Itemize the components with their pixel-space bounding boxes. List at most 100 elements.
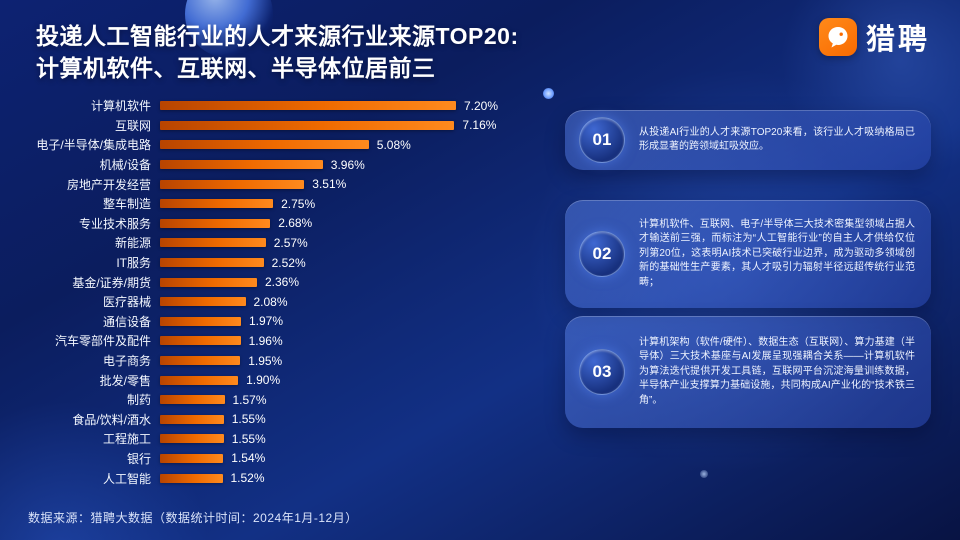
value-label: 1.54% <box>231 451 266 466</box>
bar-track: 1.95% <box>160 354 548 368</box>
category-label: 医疗器械 <box>102 295 151 310</box>
bar <box>160 258 264 268</box>
bar-chart-rows: 计算机软件 7.20% 互联网 7.16% 电子/半导体/集成电路 5.08% 机械/设备 3… <box>28 96 548 488</box>
chart-row: 通信设备 1.97% <box>28 312 548 332</box>
chart-row: 电子/半导体/集成电路 5.08% <box>28 135 548 155</box>
value-label: 1.97% <box>249 314 284 329</box>
bokeh-dot <box>700 470 708 478</box>
bar-track: 1.90% <box>160 373 548 387</box>
chart-row: 机械/设备 3.96% <box>28 155 548 175</box>
value-label: 1.55% <box>231 412 266 427</box>
card-number-badge: 02 <box>579 231 625 277</box>
value-label: 2.08% <box>253 294 288 309</box>
category-label: 通信设备 <box>102 314 151 329</box>
bar <box>160 453 224 463</box>
chart-row: 银行 1.54% <box>28 449 548 469</box>
insight-card-1: 01 从投递AI行业的人才来源TOP20来看，该行业人才吸纳格局已形成显著的跨领… <box>565 110 931 170</box>
chart-row: 计算机软件 7.20% <box>28 96 548 116</box>
liepin-logo-icon <box>818 18 857 56</box>
page-title-line2: 计算机软件、互联网、半导体位居前三 <box>36 55 436 81</box>
bar <box>160 414 224 424</box>
bar <box>160 277 257 287</box>
chart-row: 互联网 7.16% <box>28 116 548 136</box>
chart-row: 房地产开发经营 3.51% <box>28 174 548 194</box>
bar <box>160 140 369 150</box>
value-label: 1.57% <box>232 392 267 407</box>
chart-row: 食品/饮料/酒水 1.55% <box>28 410 548 430</box>
category-label: 银行 <box>126 451 151 466</box>
category-label: 房地产开发经营 <box>66 177 151 192</box>
bar-track: 2.52% <box>160 256 548 270</box>
category-label: 互联网 <box>114 118 151 133</box>
category-label: 批发/零售 <box>99 373 151 388</box>
bar-track: 7.20% <box>160 99 548 113</box>
category-label: 机械/设备 <box>99 158 151 173</box>
chart-row: 批发/零售 1.90% <box>28 370 548 390</box>
category-label: 基金/证券/期货 <box>72 275 151 290</box>
bar <box>160 434 224 444</box>
category-label: 电子/半导体/集成电路 <box>36 138 151 153</box>
category-label: 专业技术服务 <box>78 216 151 231</box>
chart-row: 新能源 2.57% <box>28 233 548 253</box>
chart-row: IT服务 2.52% <box>28 253 548 273</box>
brand-name: 猎聘 <box>865 24 930 56</box>
bar <box>160 160 323 170</box>
data-source-note: 数据来源：猎聘大数据（数据统计时间：2024年1月-12月） <box>28 511 358 525</box>
value-label: 2.75% <box>281 196 316 211</box>
bar <box>160 179 305 189</box>
value-label: 5.08% <box>376 137 411 152</box>
chart-row: 工程施工 1.55% <box>28 429 548 449</box>
bar-track: 3.96% <box>160 158 548 172</box>
bar-track: 1.57% <box>160 393 548 407</box>
bar <box>160 316 241 326</box>
chart-row: 电子商务 1.95% <box>28 351 548 371</box>
bar-track: 1.54% <box>160 451 548 465</box>
bar-track: 7.16% <box>160 118 548 132</box>
bar-track: 1.55% <box>160 412 548 426</box>
value-label: 1.55% <box>231 431 266 446</box>
category-label: 整车制造 <box>102 197 151 212</box>
bar <box>160 375 239 385</box>
bar-track: 2.68% <box>160 216 548 230</box>
value-label: 2.52% <box>271 255 306 270</box>
category-label: 汽车零部件及配件 <box>54 334 151 349</box>
category-label: 计算机软件 <box>90 99 151 114</box>
bar-track: 2.36% <box>160 275 548 289</box>
bar <box>160 297 246 307</box>
chart-row: 医疗器械 2.08% <box>28 292 548 312</box>
bar <box>160 336 241 346</box>
value-label: 3.51% <box>312 177 347 192</box>
bar-track: 2.75% <box>160 197 548 211</box>
bar-track: 2.08% <box>160 295 548 309</box>
bar <box>160 120 455 130</box>
card-number-badge: 01 <box>579 117 625 163</box>
value-label: 7.16% <box>462 118 497 133</box>
bar <box>160 101 456 111</box>
bar-track: 3.51% <box>160 177 548 191</box>
bar <box>160 473 223 483</box>
category-label: 电子商务 <box>102 354 151 369</box>
card-text: 计算机架构（软件/硬件）、数据生态（互联网）、算力基建（半导体）三大技术基座与A… <box>639 336 915 406</box>
bar <box>160 395 225 405</box>
bar-track: 1.97% <box>160 314 548 328</box>
category-label: 人工智能 <box>102 471 151 486</box>
category-label: 制药 <box>126 393 151 408</box>
card-text: 计算机软件、互联网、电子/半导体三大技术密集型领域占据人才输送前三强，而标注为“… <box>639 218 915 288</box>
bar-track: 1.52% <box>160 471 548 485</box>
bar-track: 1.55% <box>160 432 548 446</box>
bar-chart: 计算机软件 7.20% 互联网 7.16% 电子/半导体/集成电路 5.08% 机械/设备 3… <box>28 96 548 488</box>
chart-row: 基金/证券/期货 2.36% <box>28 272 548 292</box>
chart-row: 整车制造 2.75% <box>28 194 548 214</box>
card-text: 从投递AI行业的人才来源TOP20来看，该行业人才吸纳格局已形成显著的跨领域虹吸… <box>639 126 915 153</box>
bar <box>160 356 241 366</box>
bar-track: 5.08% <box>160 138 548 152</box>
value-label: 7.20% <box>464 98 499 113</box>
category-label: IT服务 <box>116 256 151 271</box>
insight-card-3: 03 计算机架构（软件/硬件）、数据生态（互联网）、算力基建（半导体）三大技术基… <box>565 316 931 428</box>
value-label: 1.95% <box>248 353 283 368</box>
bar <box>160 238 266 248</box>
brand-logo: 猎聘 <box>818 16 930 58</box>
value-label: 1.52% <box>230 471 265 486</box>
value-label: 1.90% <box>246 373 281 388</box>
value-label: 2.57% <box>273 235 308 250</box>
